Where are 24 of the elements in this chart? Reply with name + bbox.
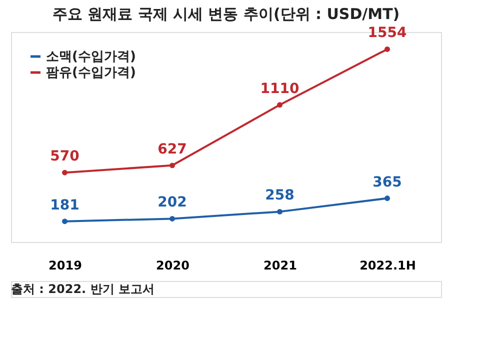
data-label: 258 (265, 188, 294, 204)
point (62, 218, 68, 224)
x-tick-label: 2019 (48, 258, 82, 272)
point (170, 216, 175, 222)
data-label: 365 (372, 174, 402, 190)
point (384, 46, 390, 52)
data-label: 1110 (260, 80, 300, 97)
data-label: 202 (158, 194, 187, 211)
legend-label: 팜유(수입가격) (46, 66, 136, 80)
x-tick-label: 2022.1H (360, 258, 416, 272)
point (170, 162, 175, 168)
chart-title: 주요 원재료 국제 시세 변동 추이(단위 : USD/MT) (52, 5, 400, 24)
data-label: 181 (50, 197, 80, 214)
data-label: 627 (158, 141, 187, 158)
legend-label: 소맥(수입가격) (46, 50, 136, 64)
point (277, 208, 282, 214)
x-tick-label: 2020 (156, 258, 190, 272)
point (277, 102, 282, 108)
point (384, 196, 390, 202)
source-note: 출처 : 2022. 반기 보고서 (11, 282, 154, 296)
data-label: 1554 (368, 25, 407, 42)
point (62, 170, 68, 176)
x-tick-label: 2021 (264, 258, 297, 272)
data-label: 570 (50, 148, 80, 165)
